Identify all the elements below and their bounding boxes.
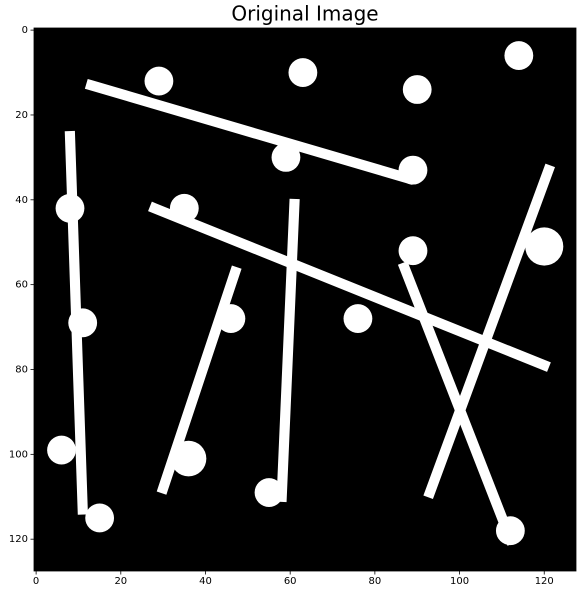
x-tick-label: 100	[450, 576, 469, 587]
y-tick-label: 80	[15, 364, 28, 375]
chart-title: Original Image	[231, 2, 378, 26]
image	[34, 28, 576, 571]
y-tick-label: 0	[22, 25, 28, 36]
y-tick-label: 120	[9, 534, 28, 545]
y-tick-label: 40	[15, 195, 28, 206]
x-tick-label: 40	[199, 576, 212, 587]
x-tick-label: 60	[284, 576, 297, 587]
y-tick-label: 60	[15, 280, 28, 291]
x-tick-label: 0	[33, 576, 39, 587]
y-tick-label: 100	[9, 449, 28, 460]
x-tick-label: 20	[114, 576, 127, 587]
y-tick-label: 20	[15, 110, 28, 121]
x-tick-label: 120	[535, 576, 554, 587]
axes-frame	[33, 27, 577, 572]
x-tick-label: 80	[369, 576, 382, 587]
